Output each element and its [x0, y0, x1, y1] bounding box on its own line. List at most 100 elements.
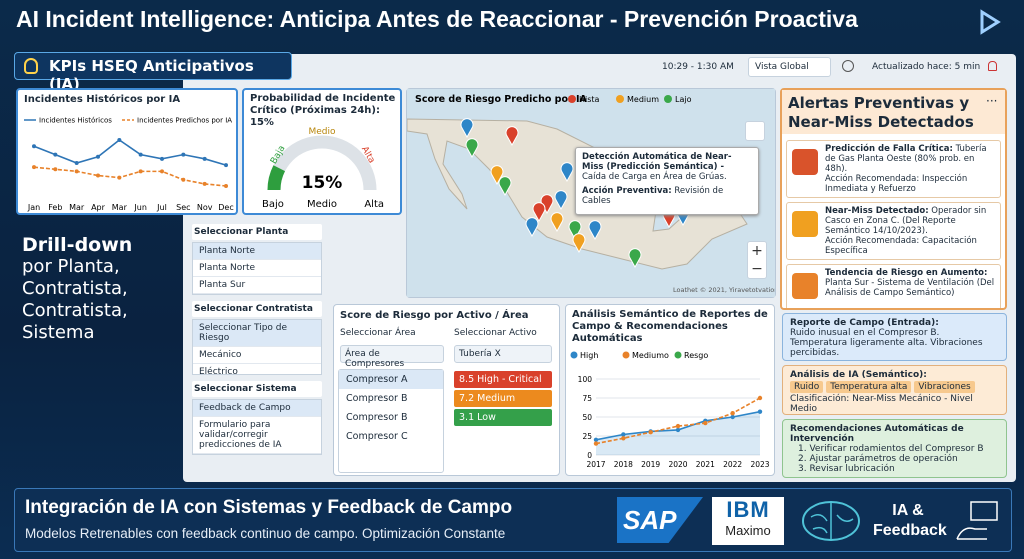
- footer-subtitle: Modelos Retrenables con feedback continu…: [25, 526, 506, 541]
- map-pin: [554, 190, 568, 211]
- x-tick-label: Mar: [69, 203, 85, 212]
- x-tick-label: Jul: [156, 203, 167, 212]
- asset-item[interactable]: Compresor B: [346, 393, 408, 404]
- y-tick-label: 75: [582, 394, 592, 403]
- legend-label: High: [580, 351, 598, 360]
- map-pin: [540, 194, 554, 215]
- alert-heading: Near-Miss Detectado:: [825, 206, 929, 216]
- point: [730, 414, 735, 420]
- drilldown-title: Drill-down: [22, 234, 133, 256]
- filter-option[interactable]: Planta Norte: [193, 243, 321, 260]
- filter-option[interactable]: Planta Norte: [193, 260, 321, 277]
- x-tick-label: 2017: [586, 460, 605, 469]
- point: [96, 173, 100, 178]
- asset-item[interactable]: Compresor C: [346, 431, 408, 442]
- point: [181, 177, 186, 182]
- scale-label: Alta: [364, 199, 384, 210]
- y-tick-label: 100: [578, 375, 593, 384]
- point: [703, 420, 708, 426]
- score-badge: 3.1 Low: [454, 409, 552, 426]
- map-attribution: Loathet © 2021, Yiravetotvation: [673, 286, 775, 294]
- point: [675, 427, 681, 433]
- filter-label: Seleccionar Sistema: [192, 381, 322, 397]
- point: [160, 156, 164, 161]
- filter-options: Seleccionar Tipo de Riesgo Mecánico Eléctr…: [192, 319, 322, 375]
- legend-dot: [674, 351, 682, 359]
- gauge-title: Probabilidad de Incidente Crítico (Próxi…: [250, 93, 396, 128]
- filter-options: Feedback de Campo Formulario para validar…: [192, 399, 322, 455]
- recommendations: Recomendaciones Automáticas de Intervenc…: [782, 419, 1007, 478]
- x-tick-label: Apr: [91, 203, 106, 212]
- ai-tag: Vibraciones: [914, 381, 975, 393]
- filter-option[interactable]: Seleccionar Tipo de Riesgo: [193, 320, 321, 347]
- kpi-tab[interactable]: KPIs HSEQ Anticipativos (IA): [14, 52, 292, 93]
- ibm-logo: IBM Maximo: [712, 497, 784, 545]
- filter-option[interactable]: Formulario para validar/corregir predicc…: [193, 417, 321, 454]
- brain-icon: [802, 501, 860, 541]
- scale-label: Medio: [307, 199, 337, 210]
- alert-body: Planta Sur - Sistema de Ventilación (Del…: [825, 278, 995, 298]
- x-tick-label: Jan: [27, 203, 40, 212]
- asset-select[interactable]: Tubería X: [454, 345, 552, 363]
- filter-label: Seleccionar Planta: [192, 224, 322, 240]
- fullscreen-button[interactable]: [745, 121, 765, 141]
- asset-item[interactable]: Compresor A: [339, 370, 443, 389]
- point: [593, 441, 599, 446]
- filter-group: Seleccionar Planta Planta Norte Planta Nor…: [192, 224, 322, 295]
- point: [138, 169, 143, 174]
- map-pin: [560, 162, 574, 183]
- filter-option[interactable]: Eléctrico: [193, 364, 321, 374]
- x-tick-label: 2018: [614, 460, 633, 469]
- map-pin: [568, 220, 582, 241]
- filter-group: Seleccionar Sistema Feedback de Campo Form…: [192, 381, 322, 455]
- notification-icon[interactable]: [988, 61, 997, 71]
- point: [96, 154, 100, 159]
- alerts-menu[interactable]: ···: [986, 94, 998, 108]
- recommendation-item: 2. Ajustar parámetros de operación: [798, 454, 958, 464]
- alert-action: Acción Recomendada: Capacitación Específ…: [825, 236, 977, 256]
- point: [224, 184, 228, 188]
- legend-label: Resgo: [684, 351, 708, 360]
- legend-label: Medium: [627, 95, 659, 104]
- asset-label: Seleccionar Activo: [454, 328, 537, 338]
- gauge-value: [267, 165, 286, 191]
- asset-item[interactable]: Compresor B: [346, 412, 408, 423]
- x-tick-label: Nov: [197, 203, 213, 212]
- alert-heading: Predicción de Falla Crítica:: [825, 144, 953, 154]
- point: [202, 181, 207, 186]
- ibm-text: IBM: [726, 497, 770, 522]
- x-tick-label: Dec: [218, 203, 233, 212]
- filter-group: Seleccionar Contratista Seleccionar Tipo …: [192, 301, 322, 375]
- area-select[interactable]: Área de Compresores: [340, 345, 444, 369]
- map-pin: [465, 138, 479, 159]
- alert-body: Operador sin Casco en Zona C. (Del Repor…: [825, 206, 987, 236]
- map-pin: [525, 217, 539, 238]
- point: [648, 430, 653, 435]
- alert-icon: [792, 273, 818, 299]
- area-series: [596, 411, 760, 455]
- score-badge: 7.2 Medium: [454, 390, 552, 407]
- legend-label: Incidentes Predichos por IA: [137, 117, 232, 125]
- map-pin: [588, 220, 602, 241]
- ai-tag: Temperatura alta: [826, 381, 912, 393]
- info-icon[interactable]: [842, 60, 854, 72]
- ai-tag: Ruido: [790, 381, 824, 393]
- field-report: Reporte de Campo (Entrada): Ruido inusua…: [782, 313, 1007, 361]
- filter-option[interactable]: Planta Sur: [193, 277, 321, 294]
- asset-card: Score de Riesgo por Activo / Área Selecc…: [333, 304, 560, 476]
- alert-icon: [792, 211, 818, 237]
- filter-option[interactable]: Mecánico: [193, 347, 321, 364]
- zoom-control[interactable]: + −: [747, 241, 767, 279]
- legend-dot: [622, 351, 630, 359]
- view-select[interactable]: Vista Global: [748, 57, 831, 77]
- popup-action-label: Acción Preventiva:: [582, 186, 672, 196]
- point: [675, 423, 681, 429]
- filter-option[interactable]: Feedback de Campo: [193, 400, 321, 417]
- score-list: 8.5 High - Critical 7.2 Medium 3.1 Low: [454, 371, 552, 428]
- alerts-list: Predicción de Falla Crítica: Tubería de …: [786, 140, 1001, 308]
- time-range: 10:29 - 1:30 AM: [662, 62, 734, 72]
- map-pin: [550, 212, 564, 233]
- x-tick-label: Mar: [112, 203, 128, 212]
- alert-item: Near-Miss Detectado: Operador sin Casco …: [786, 202, 1001, 260]
- recommendations-title: Recomendaciones Automáticas de Intervenc…: [790, 424, 964, 444]
